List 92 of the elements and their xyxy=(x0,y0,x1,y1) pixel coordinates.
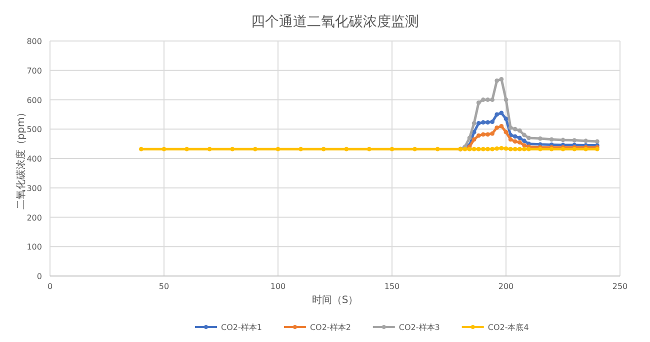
point xyxy=(481,146,486,152)
point xyxy=(494,146,500,151)
chart-title: 四个通道二氧化碳浓度监测 xyxy=(251,14,419,30)
point xyxy=(499,76,504,82)
point xyxy=(472,121,476,126)
x-tick-label: 0 xyxy=(47,282,53,291)
point xyxy=(508,137,513,142)
point xyxy=(526,146,531,152)
point xyxy=(522,132,526,138)
point xyxy=(344,146,349,152)
legend-label: CO2-样本1 xyxy=(221,323,262,332)
point xyxy=(508,146,513,152)
y-tick-label: 700 xyxy=(26,66,42,76)
point xyxy=(481,132,486,137)
point xyxy=(494,78,500,83)
point xyxy=(412,146,417,152)
point xyxy=(517,146,522,152)
legend-label: CO2-样本3 xyxy=(398,323,440,332)
point xyxy=(499,110,504,116)
y-tick-label: 0 xyxy=(36,272,42,281)
point xyxy=(517,140,522,145)
point xyxy=(490,131,495,136)
x-axis-title: 时间（S） xyxy=(312,294,358,306)
point xyxy=(481,120,486,125)
y-tick-label: 500 xyxy=(26,125,42,134)
x-tick-label: 150 xyxy=(384,282,400,291)
point xyxy=(517,128,522,133)
point xyxy=(139,146,144,152)
point xyxy=(472,146,476,152)
point xyxy=(476,100,481,105)
point xyxy=(481,98,486,102)
point xyxy=(486,98,490,102)
point xyxy=(522,143,526,148)
legend-label: CO2-样本2 xyxy=(310,323,351,332)
y-axis-title: 二氧化碳浓度（ppm） xyxy=(15,107,27,210)
point xyxy=(184,146,189,152)
point xyxy=(321,146,326,152)
point xyxy=(162,146,166,152)
point xyxy=(467,136,472,140)
y-tick-label: 100 xyxy=(26,242,42,252)
point xyxy=(512,126,518,132)
point xyxy=(595,139,600,144)
point xyxy=(560,138,566,142)
point xyxy=(207,146,212,152)
point xyxy=(512,146,518,152)
point xyxy=(526,136,531,140)
point xyxy=(522,138,526,144)
point xyxy=(512,139,518,144)
point xyxy=(476,133,481,138)
point xyxy=(494,112,500,117)
y-tick-label: 800 xyxy=(26,37,42,46)
point xyxy=(486,120,490,125)
point xyxy=(486,146,490,152)
point xyxy=(435,146,440,152)
point xyxy=(572,138,577,142)
x-tick-label: 100 xyxy=(270,282,286,291)
y-tick-label: 600 xyxy=(26,96,42,105)
point xyxy=(467,146,472,152)
point xyxy=(494,125,500,130)
point xyxy=(504,98,508,102)
point xyxy=(499,124,504,128)
point xyxy=(486,132,490,137)
point xyxy=(230,146,235,152)
point xyxy=(276,146,280,152)
point xyxy=(476,146,481,152)
point xyxy=(549,137,554,142)
point xyxy=(584,138,588,144)
point xyxy=(390,146,394,152)
point xyxy=(504,130,508,134)
x-tick-label: 200 xyxy=(498,282,514,291)
point xyxy=(499,146,504,150)
point xyxy=(490,146,495,152)
point xyxy=(367,146,372,152)
x-tick-label: 250 xyxy=(612,282,628,291)
point xyxy=(490,120,495,124)
point xyxy=(490,98,495,102)
point xyxy=(472,137,476,142)
y-tick-label: 300 xyxy=(26,184,42,193)
point xyxy=(504,146,508,151)
y-tick-label: 200 xyxy=(26,213,42,222)
point xyxy=(512,134,518,139)
point xyxy=(517,136,522,140)
point xyxy=(504,116,508,122)
point xyxy=(508,125,513,130)
x-tick-label: 50 xyxy=(158,282,170,291)
point xyxy=(253,146,258,152)
point xyxy=(298,146,303,152)
point xyxy=(522,146,526,152)
y-tick-label: 400 xyxy=(26,154,42,164)
point xyxy=(538,136,542,141)
legend-label: CO2-本底4 xyxy=(488,323,529,332)
point xyxy=(476,121,481,126)
